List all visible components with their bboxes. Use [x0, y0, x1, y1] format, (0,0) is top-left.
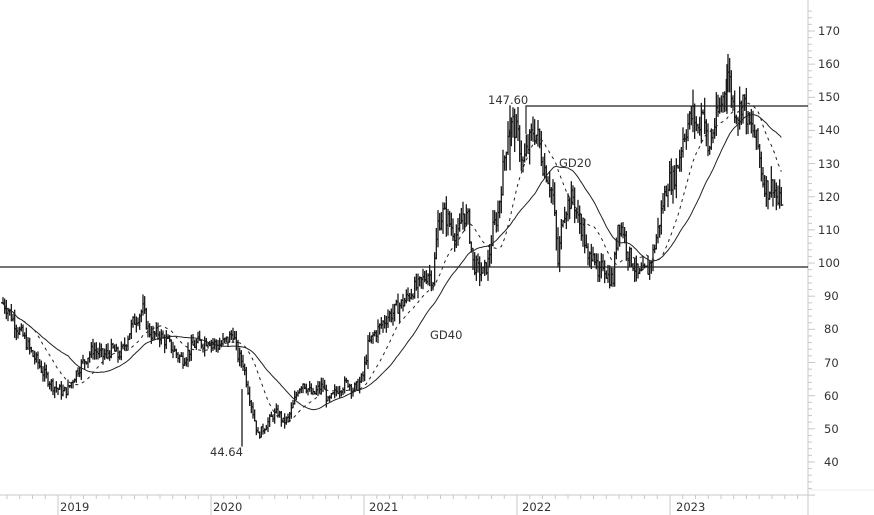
- x-axis-label: 2023: [676, 500, 706, 514]
- y-axis-label: 150: [818, 90, 840, 105]
- x-axis-label: 2019: [60, 500, 90, 514]
- resistance-line: [525, 105, 808, 134]
- x-axis-label: 2022: [522, 500, 552, 514]
- y-axis-label: 130: [818, 156, 840, 171]
- gd40-line: [2, 114, 782, 411]
- y-axis-label: 100: [818, 256, 840, 271]
- y-axis-label: 50: [824, 421, 839, 436]
- high-annotation: 147.60: [488, 93, 529, 107]
- x-axis-label: 2021: [369, 500, 399, 514]
- gd20-line: [2, 102, 782, 423]
- y-axis-label: 60: [824, 388, 839, 403]
- y-axis-label: 40: [824, 454, 839, 469]
- low-annotation: 44.64: [210, 445, 243, 459]
- y-axis-label: 90: [824, 289, 839, 304]
- y-axis-label: 160: [818, 57, 840, 72]
- x-axis-label: 2020: [213, 500, 243, 514]
- y-axis-label: 140: [818, 123, 840, 138]
- y-axis-label: 120: [818, 189, 840, 204]
- y-axis-label: 170: [818, 24, 840, 38]
- y-axis-label: 70: [824, 355, 839, 370]
- price-bars: [1, 53, 784, 447]
- y-axis-label: 110: [818, 222, 840, 237]
- gd40-label: GD40: [430, 328, 463, 342]
- y-axis-label: 80: [824, 322, 839, 337]
- gd20-label: GD20: [559, 156, 592, 170]
